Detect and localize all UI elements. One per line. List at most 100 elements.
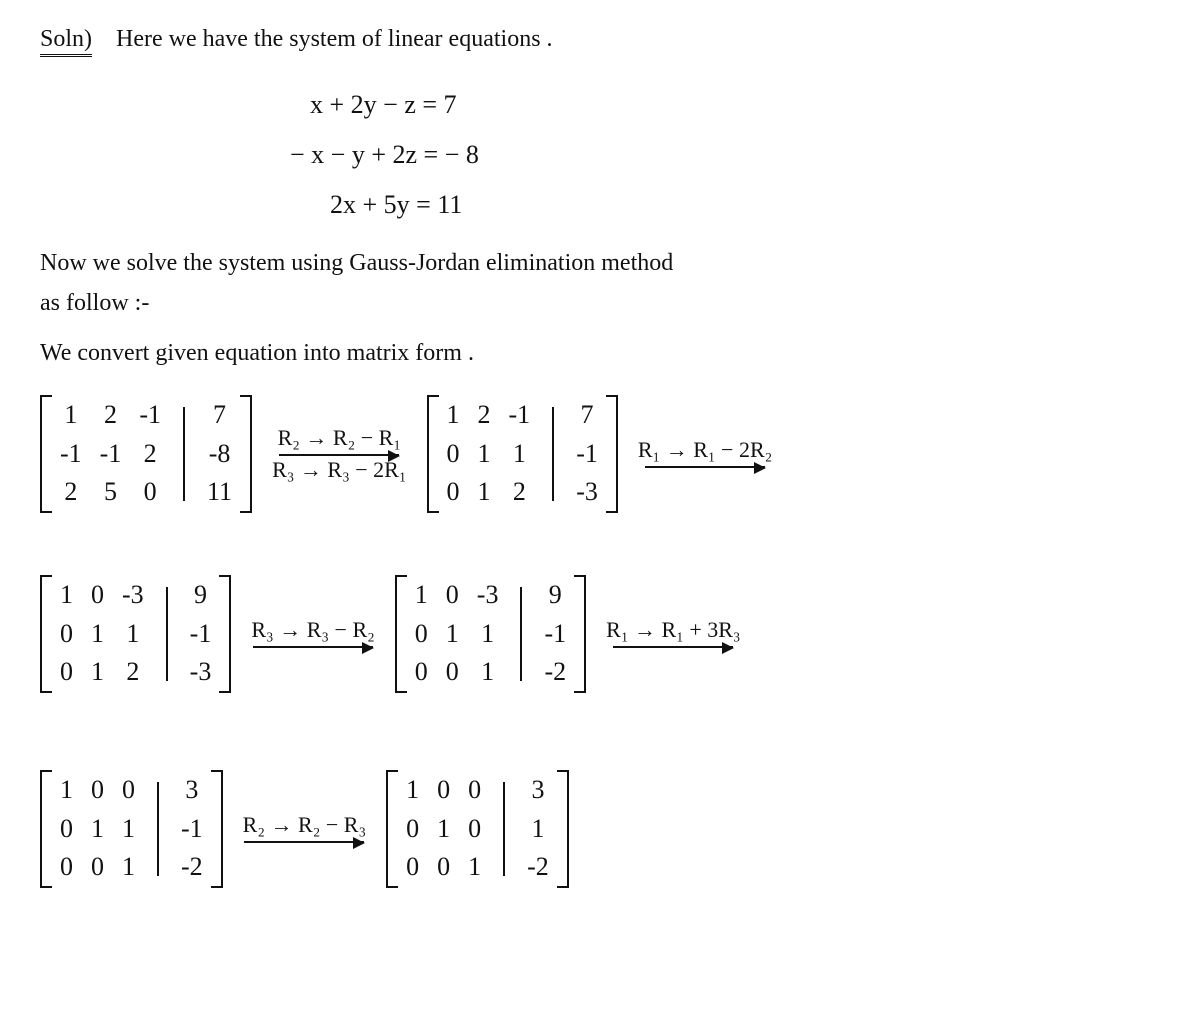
m1-b3: 11 (207, 478, 232, 507)
m6-a13: 0 (468, 776, 481, 805)
m1-b2: -8 (209, 440, 231, 469)
m1-a13: -1 (139, 401, 161, 430)
op-5: R₂ → R₂ − R₃ (243, 813, 366, 845)
op-1b: R₃ → R₃ − 2R₁ (272, 458, 406, 482)
equation-2: − x − y + 2z = − 8 (290, 140, 479, 170)
m5-a11: 1 (60, 776, 73, 805)
op-3: R₃ → R₃ − R₂ (251, 618, 374, 650)
matrix-5: 1 0 0 0 1 0 0 1 1 3 -1 -2 (40, 770, 223, 888)
m1-b1: 7 (213, 401, 226, 430)
equation-3: 2x + 5y = 11 (330, 190, 462, 220)
m4-a32: 0 (446, 658, 459, 687)
m5-a31: 0 (60, 853, 73, 882)
m6-a33: 1 (468, 853, 481, 882)
m2-a13: -1 (509, 401, 531, 430)
m3-a31: 0 (60, 658, 73, 687)
m3-a32: 1 (91, 658, 104, 687)
m5-a12: 0 (91, 776, 104, 805)
m2-a12: 2 (478, 401, 491, 430)
m2-a23: 1 (513, 440, 526, 469)
m2-a21: 0 (447, 440, 460, 469)
m3-a12: 0 (91, 581, 104, 610)
matrix-2: 1 0 0 2 1 1 -1 1 2 7 -1 -3 (427, 395, 618, 513)
m1-a32: 5 (104, 478, 117, 507)
m2-b3: -3 (576, 478, 598, 507)
m6-a23: 0 (468, 815, 481, 844)
m6-b2: 1 (531, 815, 544, 844)
m5-a32: 0 (91, 853, 104, 882)
m6-a32: 0 (437, 853, 450, 882)
m1-a23: 2 (144, 440, 157, 469)
m6-a21: 0 (406, 815, 419, 844)
m1-a11: 1 (64, 401, 77, 430)
m3-a22: 1 (91, 620, 104, 649)
m5-b2: -1 (181, 815, 203, 844)
m3-b1: 9 (194, 581, 207, 610)
m2-a11: 1 (447, 401, 460, 430)
m6-b3: -2 (527, 853, 549, 882)
para-3: We convert given equation into matrix fo… (40, 340, 474, 367)
op-5-label: R₂ → R₂ − R₃ (243, 813, 366, 837)
m5-a13: 0 (122, 776, 135, 805)
m4-a21: 0 (415, 620, 428, 649)
m3-a11: 1 (60, 581, 73, 610)
matrix-1: 1 -1 2 2 -1 5 -1 2 0 7 -8 11 (40, 395, 252, 513)
op-2: R₁ → R₁ − 2R₂ (638, 438, 772, 470)
m2-b2: -1 (576, 440, 598, 469)
m4-b2: -1 (544, 620, 566, 649)
m2-a32: 1 (478, 478, 491, 507)
m1-a12: 2 (104, 401, 117, 430)
m4-a23: 1 (481, 620, 494, 649)
soln-label: Soln) (40, 26, 92, 57)
equation-1: x + 2y − z = 7 (310, 90, 457, 120)
m4-b3: -2 (544, 658, 566, 687)
m3-b2: -1 (190, 620, 212, 649)
m6-a12: 0 (437, 776, 450, 805)
m6-b1: 3 (531, 776, 544, 805)
m2-a33: 2 (513, 478, 526, 507)
m5-a23: 1 (122, 815, 135, 844)
matrix-3: 1 0 0 0 1 1 -3 1 2 9 -1 -3 (40, 575, 231, 693)
op-4: R₁ → R₁ + 3R₃ (606, 618, 740, 650)
op-4-label: R₁ → R₁ + 3R₃ (606, 618, 740, 642)
m1-a31: 2 (64, 478, 77, 507)
op-1: R₂ → R₂ − R₁ R₃ → R₃ − 2R₁ (272, 426, 406, 482)
op-2-label: R₁ → R₁ − 2R₂ (638, 438, 772, 462)
heading: Soln) Here we have the system of linear … (40, 26, 553, 53)
m4-a31: 0 (415, 658, 428, 687)
m4-a33: 1 (481, 658, 494, 687)
m4-a11: 1 (415, 581, 428, 610)
m3-a23: 1 (126, 620, 139, 649)
row-3: 1 0 0 0 1 0 0 1 1 3 -1 -2 R₂ → R (40, 770, 569, 888)
m6-a31: 0 (406, 853, 419, 882)
row-2: 1 0 0 0 1 1 -3 1 2 9 -1 -3 R₃ → (40, 575, 755, 693)
m1-a22: -1 (100, 440, 122, 469)
m1-a21: -1 (60, 440, 82, 469)
m5-b1: 3 (185, 776, 198, 805)
m4-a12: 0 (446, 581, 459, 610)
matrix-6: 1 0 0 0 1 0 0 0 1 3 1 -2 (386, 770, 569, 888)
m1-a33: 0 (144, 478, 157, 507)
m4-b1: 9 (549, 581, 562, 610)
para-2b: as follow :- (40, 290, 149, 317)
m4-a13: -3 (477, 581, 499, 610)
op-1a: R₂ → R₂ − R₁ (278, 426, 401, 450)
m6-a11: 1 (406, 776, 419, 805)
m6-a22: 1 (437, 815, 450, 844)
m2-a22: 1 (478, 440, 491, 469)
row-1: 1 -1 2 2 -1 5 -1 2 0 7 -8 11 R₂ (40, 395, 786, 513)
matrix-4: 1 0 0 0 1 0 -3 1 1 9 -1 -2 (395, 575, 586, 693)
m3-b3: -3 (190, 658, 212, 687)
m5-a21: 0 (60, 815, 73, 844)
m2-b1: 7 (581, 401, 594, 430)
m5-b3: -2 (181, 853, 203, 882)
op-3-label: R₃ → R₃ − R₂ (251, 618, 374, 642)
heading-text: Here we have the system of linear equati… (116, 26, 553, 52)
m5-a33: 1 (122, 853, 135, 882)
m3-a33: 2 (126, 658, 139, 687)
para-2a: Now we solve the system using Gauss-Jord… (40, 250, 673, 277)
m4-a22: 1 (446, 620, 459, 649)
m2-a31: 0 (447, 478, 460, 507)
m3-a13: -3 (122, 581, 144, 610)
m5-a22: 1 (91, 815, 104, 844)
